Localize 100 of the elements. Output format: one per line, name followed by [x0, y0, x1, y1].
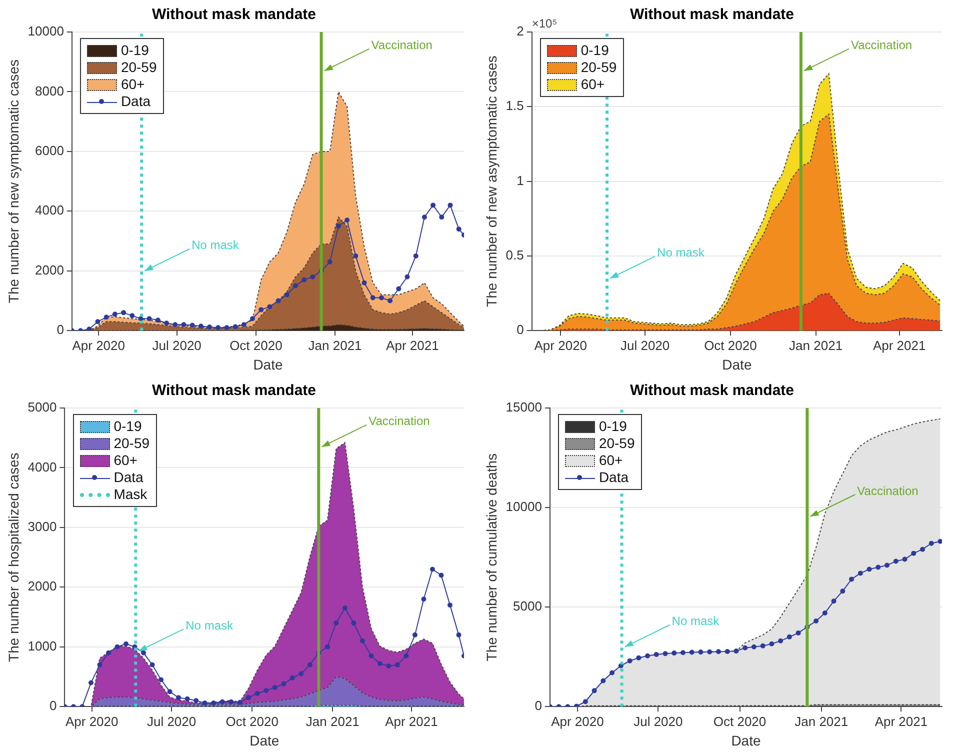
y-tick-label: 4000	[28, 459, 57, 474]
point	[360, 638, 365, 644]
point	[394, 662, 400, 668]
point	[412, 632, 418, 638]
point	[448, 202, 453, 208]
point	[302, 277, 307, 282]
x-axis-title: Date	[731, 732, 761, 748]
point	[388, 298, 393, 304]
point	[228, 699, 234, 704]
point	[734, 648, 739, 654]
y-tick-label: 0	[56, 322, 64, 338]
y-tick-label: 4000	[35, 202, 64, 218]
point	[327, 259, 332, 264]
point	[439, 214, 444, 220]
point	[645, 653, 650, 658]
point	[404, 274, 410, 280]
point	[884, 562, 890, 568]
point	[421, 596, 426, 602]
point	[858, 570, 863, 576]
point	[211, 700, 216, 706]
y-tick-label: 1000	[28, 638, 57, 654]
point	[751, 644, 756, 650]
point	[582, 699, 588, 704]
point	[814, 618, 819, 624]
point	[138, 316, 144, 322]
x-tick-label: Jan 2021	[308, 338, 362, 353]
point	[938, 538, 942, 544]
point	[928, 540, 934, 546]
point	[430, 566, 435, 572]
point	[220, 699, 225, 704]
annotation: No mask	[192, 238, 240, 252]
x-tick-label: Oct 2020	[704, 338, 757, 353]
y-tick-label: 2	[516, 24, 524, 39]
point	[456, 226, 462, 232]
point	[378, 295, 384, 300]
point	[292, 283, 298, 288]
y-tick-label: 3000	[28, 519, 57, 534]
point	[267, 304, 272, 310]
point	[224, 325, 230, 330]
point	[334, 620, 339, 626]
x-axis-title: Date	[722, 356, 752, 372]
y-tick-label: 5000	[28, 400, 57, 415]
point	[680, 650, 686, 656]
y-tick-label: 6000	[35, 143, 64, 158]
y-axis-title: The number of new asymptomatic cases	[483, 56, 500, 307]
legend-label: Data	[598, 469, 629, 486]
y-tick-label: 1	[516, 172, 524, 188]
point	[689, 650, 694, 655]
annotation: Vaccination	[857, 484, 918, 498]
y-tick-label: 0.5	[506, 248, 524, 263]
legend-label: 0-19	[114, 418, 142, 435]
annotation: Vaccination	[371, 38, 432, 52]
point	[447, 602, 452, 608]
point	[362, 280, 367, 286]
point	[769, 641, 774, 646]
point	[831, 598, 836, 604]
point	[822, 610, 828, 616]
point	[876, 564, 881, 570]
point	[404, 653, 409, 658]
x-tick-label: Oct 2020	[226, 714, 278, 729]
point	[86, 326, 92, 331]
x-tick-label: Apr 2020	[65, 714, 118, 729]
point	[778, 638, 784, 644]
point	[97, 662, 102, 668]
point	[600, 678, 606, 684]
point	[106, 650, 111, 656]
x-tick-label: Jan 2021	[789, 338, 843, 353]
point	[241, 322, 246, 328]
point	[707, 649, 712, 654]
point	[422, 214, 427, 220]
x-tick-label: Apr 2020	[551, 714, 604, 729]
annotation: No mask	[186, 618, 234, 632]
point	[911, 550, 916, 556]
y-tick-label: 0	[516, 322, 524, 338]
point	[264, 688, 269, 693]
point	[250, 316, 255, 322]
point	[396, 286, 402, 292]
x-tick-label: Oct 2020	[713, 714, 766, 729]
point	[141, 650, 146, 656]
point	[272, 684, 278, 690]
point	[290, 675, 295, 680]
point	[202, 700, 208, 706]
point	[351, 620, 356, 626]
annotation: Vaccination	[368, 414, 430, 428]
y-tick-label: 2000	[28, 578, 57, 594]
point	[284, 292, 290, 298]
y-axis-title: The number of cumulative deaths	[483, 453, 500, 662]
y-tick-label: 1.5	[506, 98, 524, 114]
legend-label: 20-59	[120, 59, 157, 76]
point	[672, 650, 677, 656]
point	[130, 313, 135, 318]
annotation: No mask	[657, 246, 706, 260]
x-tick-label: Jul 2020	[634, 714, 683, 729]
legend-label: 60+	[580, 76, 605, 93]
legend-label: Data	[114, 469, 144, 486]
y-axis-title: The number of hospitalized cases	[5, 452, 22, 662]
point	[95, 319, 100, 324]
legend-label: 0-19	[598, 418, 627, 435]
point	[627, 658, 632, 664]
point	[254, 690, 260, 696]
